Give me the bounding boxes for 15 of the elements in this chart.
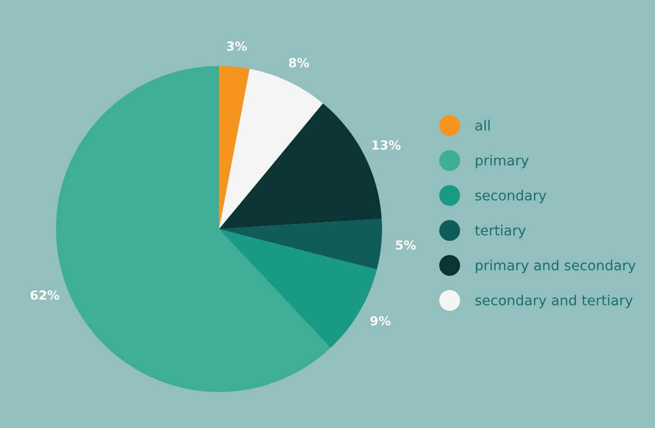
legend-label: secondary (475, 190, 546, 204)
legend-label: secondary and tertiary (475, 294, 633, 308)
legend-label: tertiary (475, 224, 526, 238)
legend-label: primary and secondary (476, 260, 636, 274)
data-label: 3% (226, 41, 247, 51)
data-label: 5% (396, 240, 416, 250)
data-label: 13% (372, 140, 401, 150)
data-label: 9% (370, 316, 391, 326)
pie-slice (219, 66, 250, 229)
data-label: 8% (288, 58, 310, 68)
data-label: 62% (30, 290, 60, 300)
pie-slice (219, 68, 323, 229)
pie-slice (219, 218, 382, 270)
legend-label: primary (476, 154, 529, 168)
legend-label: all (475, 120, 490, 131)
